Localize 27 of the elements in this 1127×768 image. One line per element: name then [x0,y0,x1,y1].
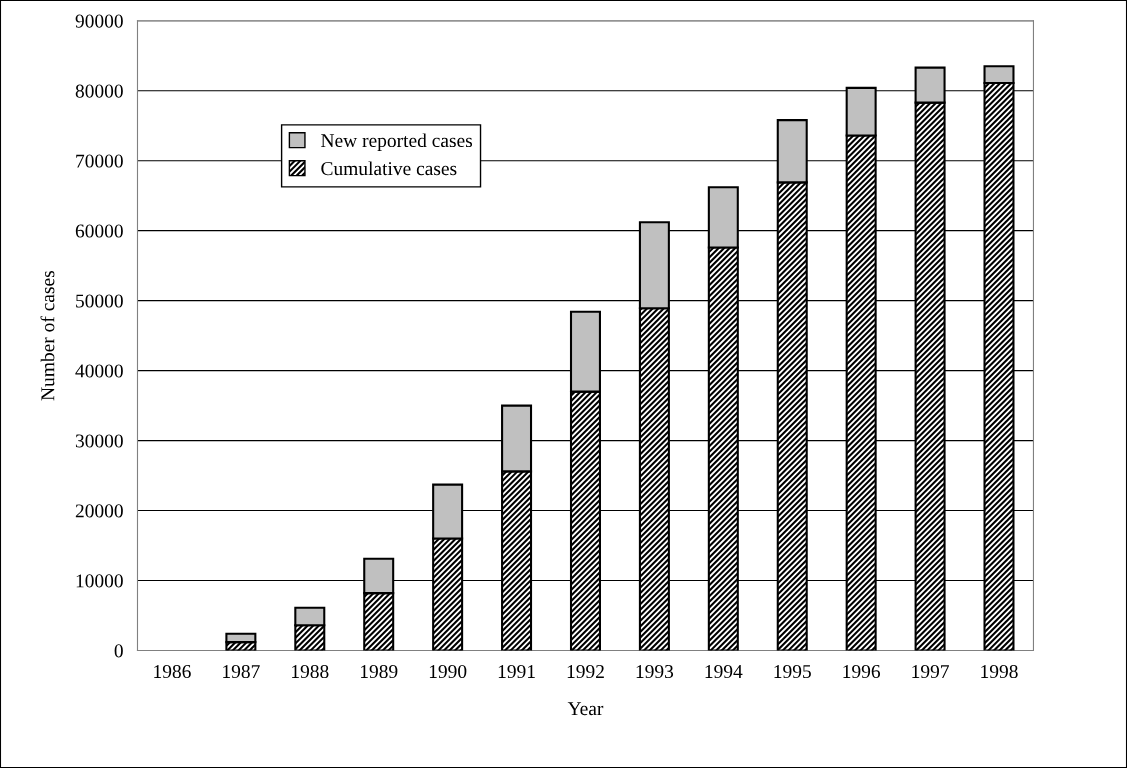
x-axis-title: Year [567,702,604,716]
x-tick-label: 1997 [912,665,949,679]
x-tick-label: 1988 [292,664,329,679]
x-tick-label: 1986 [154,664,191,679]
x-tick-label: 1990 [429,664,467,679]
y-tick-label: 10000 [76,574,123,588]
x-tick-label: 1991 [498,665,535,679]
y-tick-label: 20000 [75,504,123,518]
legend-label: New reported cases [321,133,473,152]
y-tick-label: 90000 [75,14,123,28]
x-tick-label: 1998 [981,664,1018,679]
x-tick-label: 1987 [223,664,260,679]
y-tick-label: 40000 [75,364,123,378]
x-tick-label: 1995 [774,665,811,679]
x-tick-label: 1996 [843,665,881,679]
y-tick-label: 70000 [76,154,123,168]
y-tick-label: 50000 [76,294,123,308]
x-tick-label: 1993 [636,665,674,679]
y-axis-title: Number of cases [40,270,55,401]
x-tick-label: 1994 [705,665,743,679]
y-tick-label: 30000 [75,434,123,448]
x-tick-label: 1992 [567,665,604,679]
y-tick-label: 60000 [75,224,123,238]
y-tick-label: 80000 [75,84,123,98]
y-tick-label: 0 [114,644,123,658]
x-tick-label: 1989 [360,664,398,679]
legend-label: Cumulative cases [321,161,457,176]
